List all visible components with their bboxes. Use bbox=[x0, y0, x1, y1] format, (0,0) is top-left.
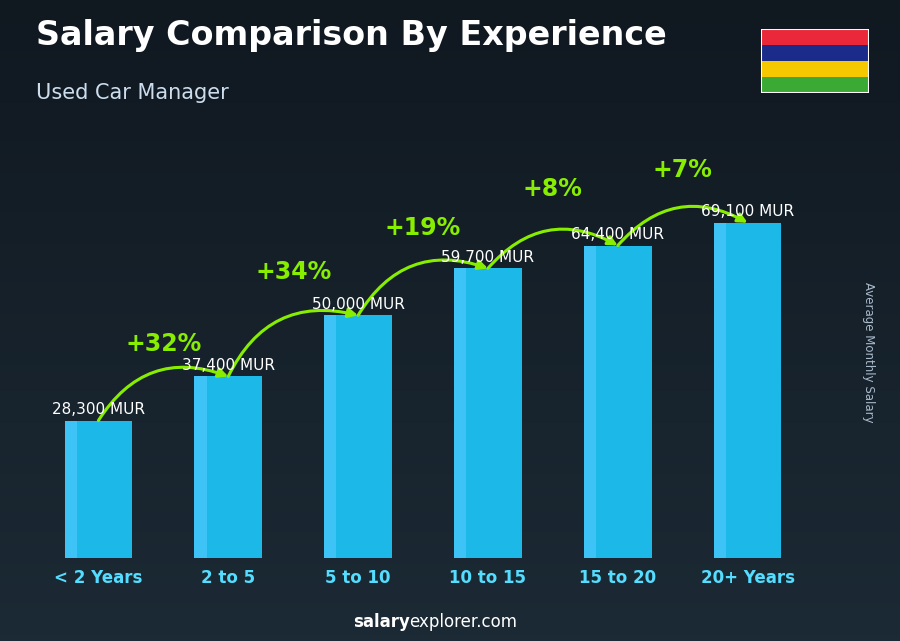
Text: 28,300 MUR: 28,300 MUR bbox=[52, 402, 145, 417]
FancyArrowPatch shape bbox=[98, 367, 225, 420]
Text: +32%: +32% bbox=[125, 333, 202, 356]
FancyArrowPatch shape bbox=[617, 206, 744, 246]
Text: +19%: +19% bbox=[385, 216, 461, 240]
Bar bbox=[760, 77, 868, 93]
Text: +7%: +7% bbox=[652, 158, 713, 182]
Bar bbox=[324, 315, 392, 558]
FancyArrowPatch shape bbox=[229, 309, 355, 376]
Text: 59,700 MUR: 59,700 MUR bbox=[441, 250, 535, 265]
Bar bbox=[324, 315, 337, 558]
Text: +34%: +34% bbox=[255, 260, 331, 284]
Bar bbox=[584, 246, 652, 558]
Bar bbox=[194, 376, 262, 558]
Text: Used Car Manager: Used Car Manager bbox=[36, 83, 229, 103]
Text: 50,000 MUR: 50,000 MUR bbox=[311, 297, 404, 312]
Bar bbox=[714, 223, 781, 558]
Bar bbox=[65, 420, 132, 558]
Text: +8%: +8% bbox=[523, 178, 583, 201]
Bar bbox=[194, 376, 207, 558]
FancyArrowPatch shape bbox=[358, 260, 485, 315]
Text: Salary Comparison By Experience: Salary Comparison By Experience bbox=[36, 19, 667, 52]
Text: 64,400 MUR: 64,400 MUR bbox=[572, 227, 664, 242]
Bar bbox=[714, 223, 726, 558]
Bar bbox=[65, 420, 76, 558]
Bar bbox=[760, 45, 868, 61]
Bar bbox=[760, 29, 868, 45]
Bar bbox=[584, 246, 596, 558]
Text: 69,100 MUR: 69,100 MUR bbox=[701, 204, 794, 219]
Bar bbox=[454, 269, 466, 558]
Bar bbox=[454, 269, 522, 558]
Text: salary: salary bbox=[353, 613, 410, 631]
FancyArrowPatch shape bbox=[488, 229, 615, 269]
Text: explorer.com: explorer.com bbox=[410, 613, 518, 631]
Text: 37,400 MUR: 37,400 MUR bbox=[182, 358, 274, 373]
Text: Average Monthly Salary: Average Monthly Salary bbox=[862, 282, 875, 423]
Bar bbox=[760, 61, 868, 77]
